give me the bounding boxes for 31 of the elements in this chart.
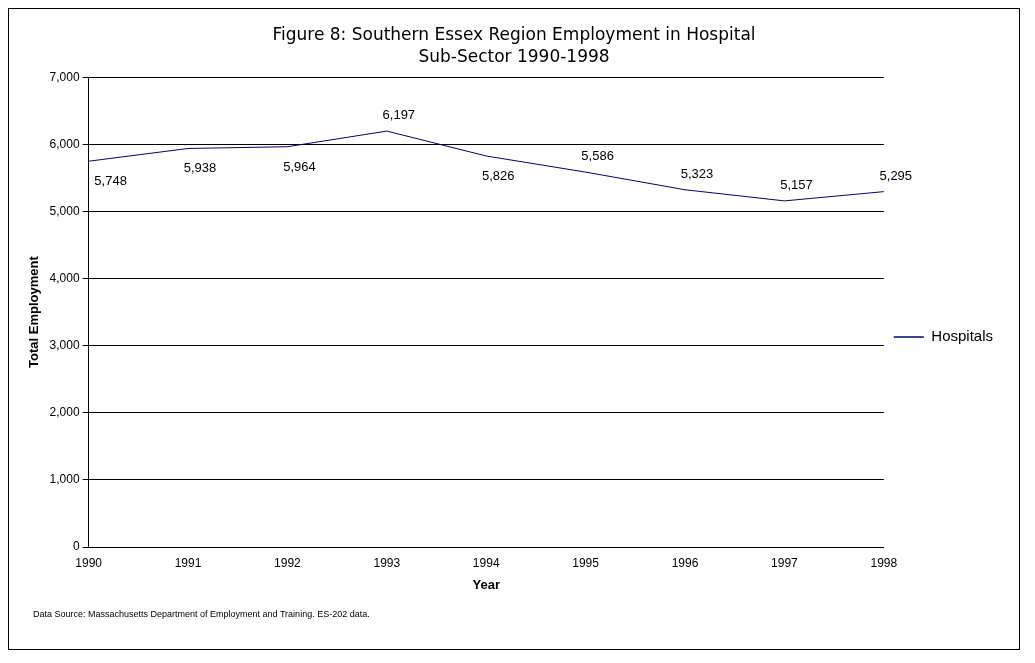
data-label: 5,157: [780, 176, 813, 192]
data-label: 6,197: [382, 107, 416, 123]
data-label: 5,938: [183, 160, 217, 176]
x-axis-title: Year: [472, 576, 500, 592]
x-tick-label: 1995: [572, 555, 600, 570]
y-tick-label: 0: [72, 539, 80, 554]
y-tick-label: 3,000: [49, 337, 80, 352]
data-label: 5,964: [283, 158, 316, 174]
x-tick-label: 1994: [472, 555, 500, 570]
x-tick-label: 1996: [671, 555, 699, 570]
y-tick-label: 7,000: [49, 69, 80, 84]
x-tick-label: 1993: [373, 555, 401, 570]
data-label: 5,295: [879, 167, 913, 183]
x-tick-label: 1998: [870, 555, 898, 570]
legend-label: Hospitals: [931, 327, 994, 345]
y-tick-label: 4,000: [49, 270, 80, 285]
x-tick-label: 1990: [75, 555, 103, 570]
x-tick-label: 1997: [771, 555, 799, 570]
y-tick-label: 5,000: [49, 203, 80, 218]
chart-title: Figure 8: Southern Essex Region Employment in Hospital Sub-Sector 1990-1998: [271, 23, 757, 67]
x-tick-label: 1991: [174, 555, 202, 570]
y-tick-label: 2,000: [49, 405, 80, 420]
data-label: 5,826: [481, 167, 515, 183]
data-label: 5,586: [581, 148, 614, 164]
source-note: Data Source: Massachusetts Department of Employment and Training. ES-202 data.: [33, 609, 370, 619]
y-tick-label: 6,000: [49, 136, 80, 151]
x-tick-label: 1992: [274, 555, 302, 570]
data-label: 5,748: [94, 173, 127, 189]
data-label: 5,323: [680, 165, 714, 181]
y-tick-label: 1,000: [49, 472, 80, 487]
y-axis-title: Total Employment: [26, 255, 42, 368]
